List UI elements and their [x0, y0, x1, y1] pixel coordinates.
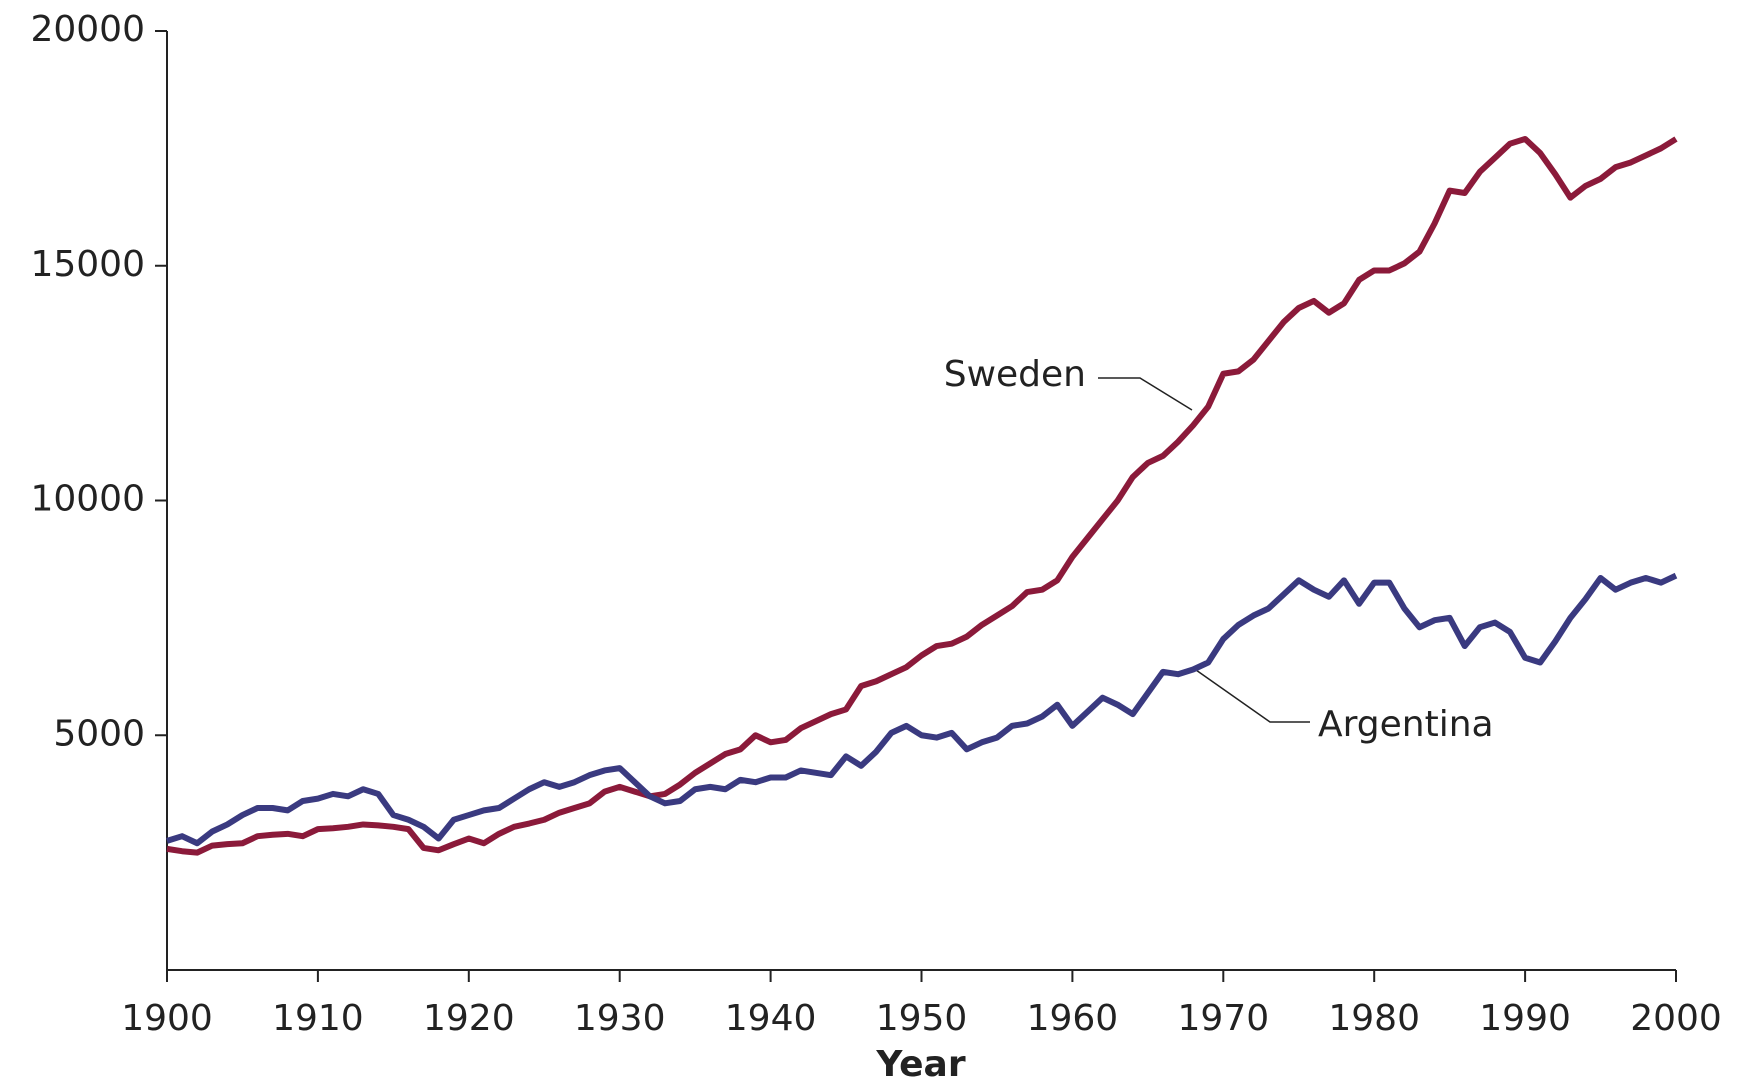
- series-line: [166, 135, 1678, 856]
- y-tick-label: 5000: [53, 713, 145, 754]
- x-tick-label: 1970: [1177, 998, 1269, 1039]
- x-tick-label: 1960: [1027, 998, 1119, 1039]
- x-tick-label: 1980: [1328, 998, 1420, 1039]
- leader-line: [1098, 377, 1193, 411]
- x-tick-label: 1920: [423, 998, 515, 1039]
- y-tick-label: 15000: [30, 244, 145, 285]
- x-axis-label: Year: [875, 1044, 965, 1085]
- x-tick-label: 1950: [876, 998, 968, 1039]
- leader-line: [1195, 669, 1310, 723]
- x-tick-label: 1910: [272, 998, 364, 1039]
- y-tick-label: 20000: [30, 9, 145, 50]
- y-tick-label: 10000: [30, 479, 145, 520]
- x-tick-label: 1900: [121, 998, 213, 1039]
- x-tick-label: 1940: [725, 998, 817, 1039]
- series-line: [166, 572, 1678, 847]
- x-tick-label: 2000: [1630, 998, 1722, 1039]
- series-label: Argentina: [1318, 704, 1494, 745]
- x-tick-label: 1990: [1479, 998, 1571, 1039]
- series-label: Sweden: [944, 354, 1086, 395]
- x-tick-label: 1930: [574, 998, 666, 1039]
